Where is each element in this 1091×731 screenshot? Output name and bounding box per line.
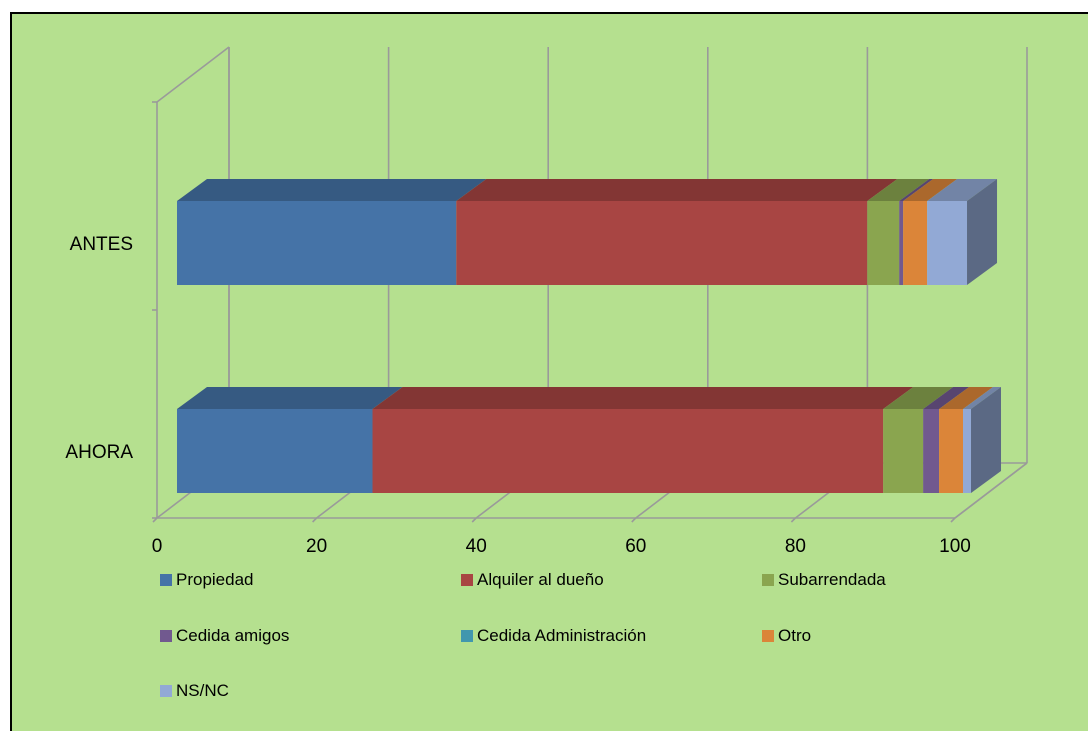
floor-gridline <box>954 462 1028 519</box>
bar-top-alquiler-al-due-o <box>372 387 914 409</box>
legend-label: Otro <box>778 626 811 645</box>
bar-group-antes <box>177 179 998 285</box>
bar-ns-nc <box>963 409 972 493</box>
bar-top-otro <box>903 179 958 201</box>
x-tick-label: 60 <box>625 536 646 557</box>
bar-propiedad <box>177 201 457 285</box>
x-tick-label: 20 <box>306 536 327 557</box>
x-axis-ticks: 0 20 40 60 80 100 <box>152 536 971 557</box>
x-tick-mark <box>631 517 637 523</box>
bar-alquiler-al-due-o <box>456 201 868 285</box>
bar-top-propiedad <box>177 387 403 409</box>
legend-item: Cedida amigos <box>160 626 289 645</box>
bar-top-subarrendada <box>883 387 954 409</box>
legend: Propiedad Alquiler al dueño Subarrendada Ce… <box>160 570 886 700</box>
bar-group-ahora <box>177 387 1002 493</box>
bar-top-otro <box>939 387 994 409</box>
legend-swatch <box>762 630 774 642</box>
bar-end-face <box>971 387 1002 493</box>
legend-label: Subarrendada <box>778 570 886 589</box>
bar-top-propiedad <box>177 179 487 201</box>
legend-swatch <box>160 685 172 697</box>
bar-top-alquiler-al-due-o <box>456 179 898 201</box>
bar-top-subarrendada <box>867 179 930 201</box>
legend-swatch <box>461 630 473 642</box>
legend-swatch <box>461 574 473 586</box>
legend-swatch <box>160 630 172 642</box>
legend-swatch <box>762 574 774 586</box>
bar-subarrendada <box>867 201 900 285</box>
x-tick-mark <box>790 517 796 523</box>
bar-top-cedida-amigos <box>899 179 934 201</box>
x-tick-label: 40 <box>466 536 487 557</box>
category-label-ahora: AHORA <box>65 442 133 463</box>
legend-swatch <box>160 574 172 586</box>
legend-item: NS/NC <box>160 681 229 700</box>
bar-otro <box>939 409 964 493</box>
x-tick-label: 100 <box>939 536 971 557</box>
x-tick-label: 0 <box>152 536 163 557</box>
legend-label: NS/NC <box>176 681 229 700</box>
category-labels: ANTES AHORA <box>65 234 133 463</box>
x-tick-mark <box>312 517 318 523</box>
side-wall-top-edge <box>156 46 230 103</box>
legend-item: Otro <box>762 626 811 645</box>
legend-label: Propiedad <box>176 570 254 589</box>
x-tick-label: 80 <box>785 536 806 557</box>
bar-alquiler-al-due-o <box>372 409 884 493</box>
bar-top-ns-nc <box>927 179 998 201</box>
legend-label: Alquiler al dueño <box>477 570 604 589</box>
bars <box>177 179 1002 493</box>
bar-subarrendada <box>883 409 924 493</box>
bar-ns-nc <box>927 201 968 285</box>
x-tick-mark <box>471 517 477 523</box>
legend-item: Propiedad <box>160 570 254 589</box>
legend-item: Subarrendada <box>762 570 886 589</box>
legend-item: Alquiler al dueño <box>461 570 604 589</box>
x-tick-mark <box>950 517 956 523</box>
bar-cedida-amigos <box>923 409 940 493</box>
bar-cedida-amigos <box>899 201 904 285</box>
bar-top-cedida-amigos <box>923 387 970 409</box>
bar-end-face <box>967 179 998 285</box>
bar-top-ns-nc <box>963 387 1002 409</box>
bar-otro <box>903 201 928 285</box>
legend-label: Cedida amigos <box>176 626 289 645</box>
bar-propiedad <box>177 409 373 493</box>
category-label-antes: ANTES <box>70 234 133 255</box>
x-tick-mark <box>152 517 158 523</box>
legend-item: Cedida Administración <box>461 626 646 645</box>
legend-label: Cedida Administración <box>477 626 646 645</box>
